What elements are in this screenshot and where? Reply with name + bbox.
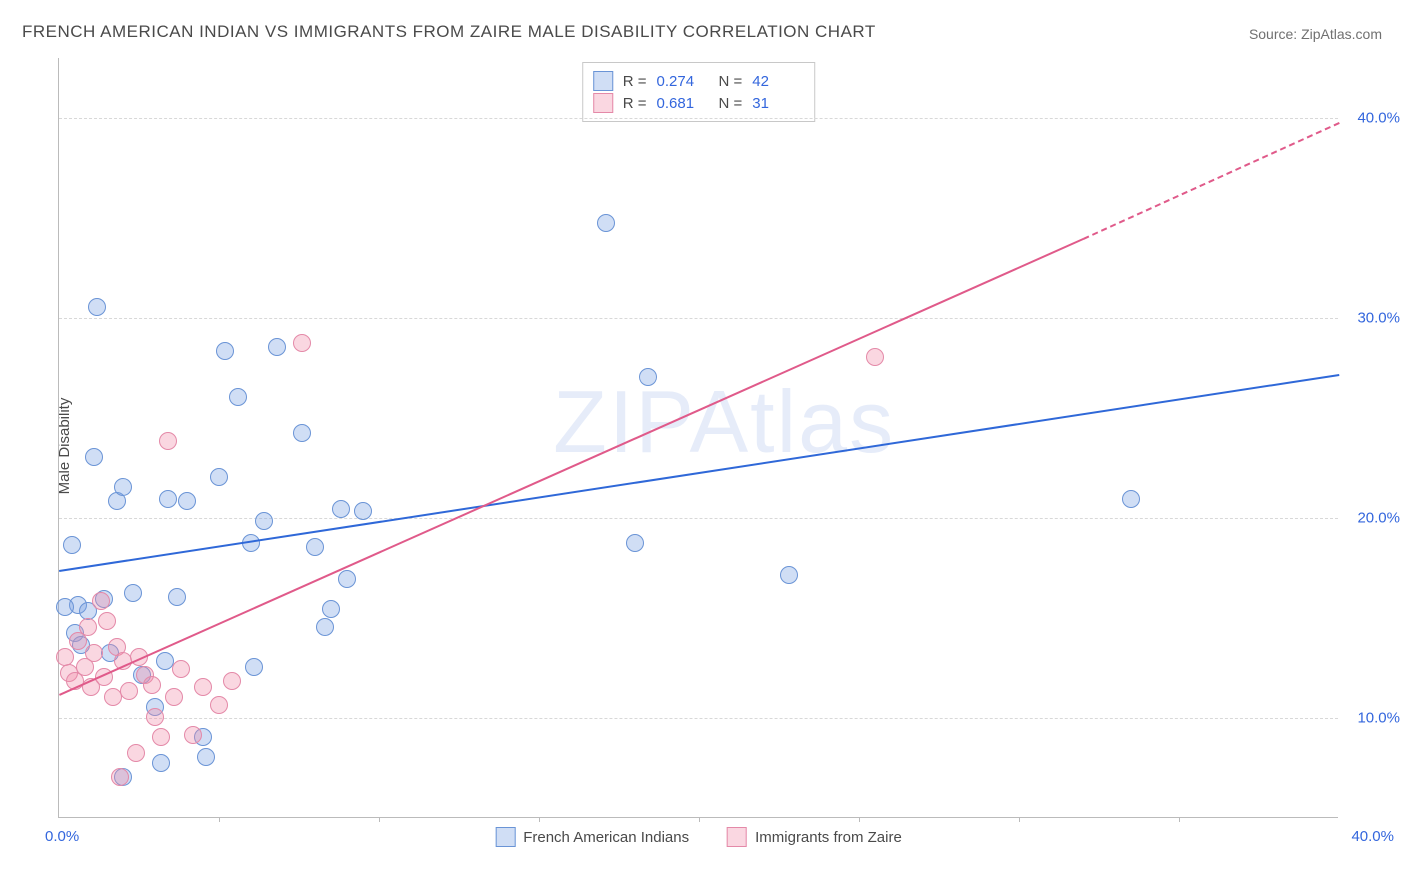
xtick-mark bbox=[699, 817, 700, 822]
scatter-point-b bbox=[79, 618, 97, 636]
legend-swatch-a bbox=[593, 71, 613, 91]
scatter-point-b bbox=[127, 744, 145, 762]
scatter-point-b bbox=[92, 592, 110, 610]
xtick-mark bbox=[219, 817, 220, 822]
legend-label-b: Immigrants from Zaire bbox=[755, 829, 902, 846]
scatter-point-a bbox=[306, 538, 324, 556]
source-label: Source: ZipAtlas.com bbox=[1249, 26, 1382, 42]
gridline-h bbox=[59, 318, 1338, 319]
scatter-point-b bbox=[866, 348, 884, 366]
scatter-point-b bbox=[172, 660, 190, 678]
watermark: ZIPAtlas bbox=[553, 371, 895, 473]
legend-label-a: French American Indians bbox=[523, 829, 689, 846]
scatter-point-a bbox=[332, 500, 350, 518]
scatter-point-a bbox=[322, 600, 340, 618]
legend-row-a: R = 0.274 N = 42 bbox=[593, 71, 805, 91]
r-label-b: R = bbox=[623, 95, 647, 112]
scatter-point-b bbox=[159, 432, 177, 450]
scatter-point-a bbox=[85, 448, 103, 466]
xtick-mark bbox=[1179, 817, 1180, 822]
scatter-point-a bbox=[88, 298, 106, 316]
scatter-point-a bbox=[268, 338, 286, 356]
xtick-max: 40.0% bbox=[1351, 828, 1394, 845]
scatter-point-b bbox=[210, 696, 228, 714]
gridline-h bbox=[59, 518, 1338, 519]
scatter-point-b bbox=[146, 708, 164, 726]
plot-area: ZIPAtlas R = 0.274 N = 42 R = 0.681 N = … bbox=[58, 58, 1338, 818]
scatter-point-a bbox=[639, 368, 657, 386]
scatter-point-a bbox=[197, 748, 215, 766]
ytick-label: 40.0% bbox=[1357, 110, 1400, 127]
r-label-a: R = bbox=[623, 73, 647, 90]
scatter-point-b bbox=[120, 682, 138, 700]
scatter-point-a bbox=[1122, 490, 1140, 508]
scatter-point-a bbox=[229, 388, 247, 406]
scatter-point-a bbox=[159, 490, 177, 508]
scatter-point-b bbox=[194, 678, 212, 696]
xtick-mark bbox=[379, 817, 380, 822]
chart-title: FRENCH AMERICAN INDIAN VS IMMIGRANTS FRO… bbox=[22, 22, 876, 42]
ytick-label: 30.0% bbox=[1357, 310, 1400, 327]
legend-item-a: French American Indians bbox=[495, 827, 689, 847]
scatter-point-a bbox=[626, 534, 644, 552]
scatter-point-a bbox=[216, 342, 234, 360]
scatter-point-a bbox=[597, 214, 615, 232]
n-label-b: N = bbox=[719, 95, 743, 112]
scatter-point-b bbox=[143, 676, 161, 694]
legend-correlation: R = 0.274 N = 42 R = 0.681 N = 31 bbox=[582, 62, 816, 122]
trend-line bbox=[1083, 122, 1340, 240]
scatter-point-a bbox=[152, 754, 170, 772]
scatter-point-b bbox=[184, 726, 202, 744]
scatter-point-a bbox=[255, 512, 273, 530]
xtick-mark bbox=[1019, 817, 1020, 822]
trend-line bbox=[59, 374, 1339, 572]
legend-swatch-b-icon bbox=[727, 827, 747, 847]
legend-row-b: R = 0.681 N = 31 bbox=[593, 93, 805, 113]
scatter-point-a bbox=[354, 502, 372, 520]
scatter-point-a bbox=[114, 478, 132, 496]
xtick-mark bbox=[539, 817, 540, 822]
scatter-point-b bbox=[152, 728, 170, 746]
legend-swatch-b bbox=[593, 93, 613, 113]
scatter-point-b bbox=[293, 334, 311, 352]
scatter-point-a bbox=[210, 468, 228, 486]
scatter-point-a bbox=[293, 424, 311, 442]
r-value-a: 0.274 bbox=[657, 73, 709, 90]
gridline-h bbox=[59, 718, 1338, 719]
scatter-point-a bbox=[63, 536, 81, 554]
scatter-point-a bbox=[124, 584, 142, 602]
legend-item-b: Immigrants from Zaire bbox=[727, 827, 902, 847]
ytick-label: 20.0% bbox=[1357, 510, 1400, 527]
chart-container: FRENCH AMERICAN INDIAN VS IMMIGRANTS FRO… bbox=[0, 0, 1406, 892]
legend-series: French American Indians Immigrants from … bbox=[495, 827, 902, 847]
scatter-point-a bbox=[178, 492, 196, 510]
scatter-point-a bbox=[338, 570, 356, 588]
trend-line bbox=[59, 238, 1084, 696]
scatter-point-b bbox=[111, 768, 129, 786]
ytick-label: 10.0% bbox=[1357, 710, 1400, 727]
scatter-point-b bbox=[223, 672, 241, 690]
scatter-point-a bbox=[245, 658, 263, 676]
n-value-b: 31 bbox=[752, 95, 804, 112]
xtick-zero: 0.0% bbox=[45, 828, 79, 845]
r-value-b: 0.681 bbox=[657, 95, 709, 112]
scatter-point-a bbox=[316, 618, 334, 636]
scatter-point-b bbox=[85, 644, 103, 662]
scatter-point-a bbox=[56, 598, 74, 616]
gridline-h bbox=[59, 118, 1338, 119]
n-value-a: 42 bbox=[752, 73, 804, 90]
n-label-a: N = bbox=[719, 73, 743, 90]
scatter-point-b bbox=[165, 688, 183, 706]
xtick-mark bbox=[859, 817, 860, 822]
scatter-point-a bbox=[168, 588, 186, 606]
scatter-point-b bbox=[98, 612, 116, 630]
scatter-point-a bbox=[780, 566, 798, 584]
legend-swatch-a-icon bbox=[495, 827, 515, 847]
